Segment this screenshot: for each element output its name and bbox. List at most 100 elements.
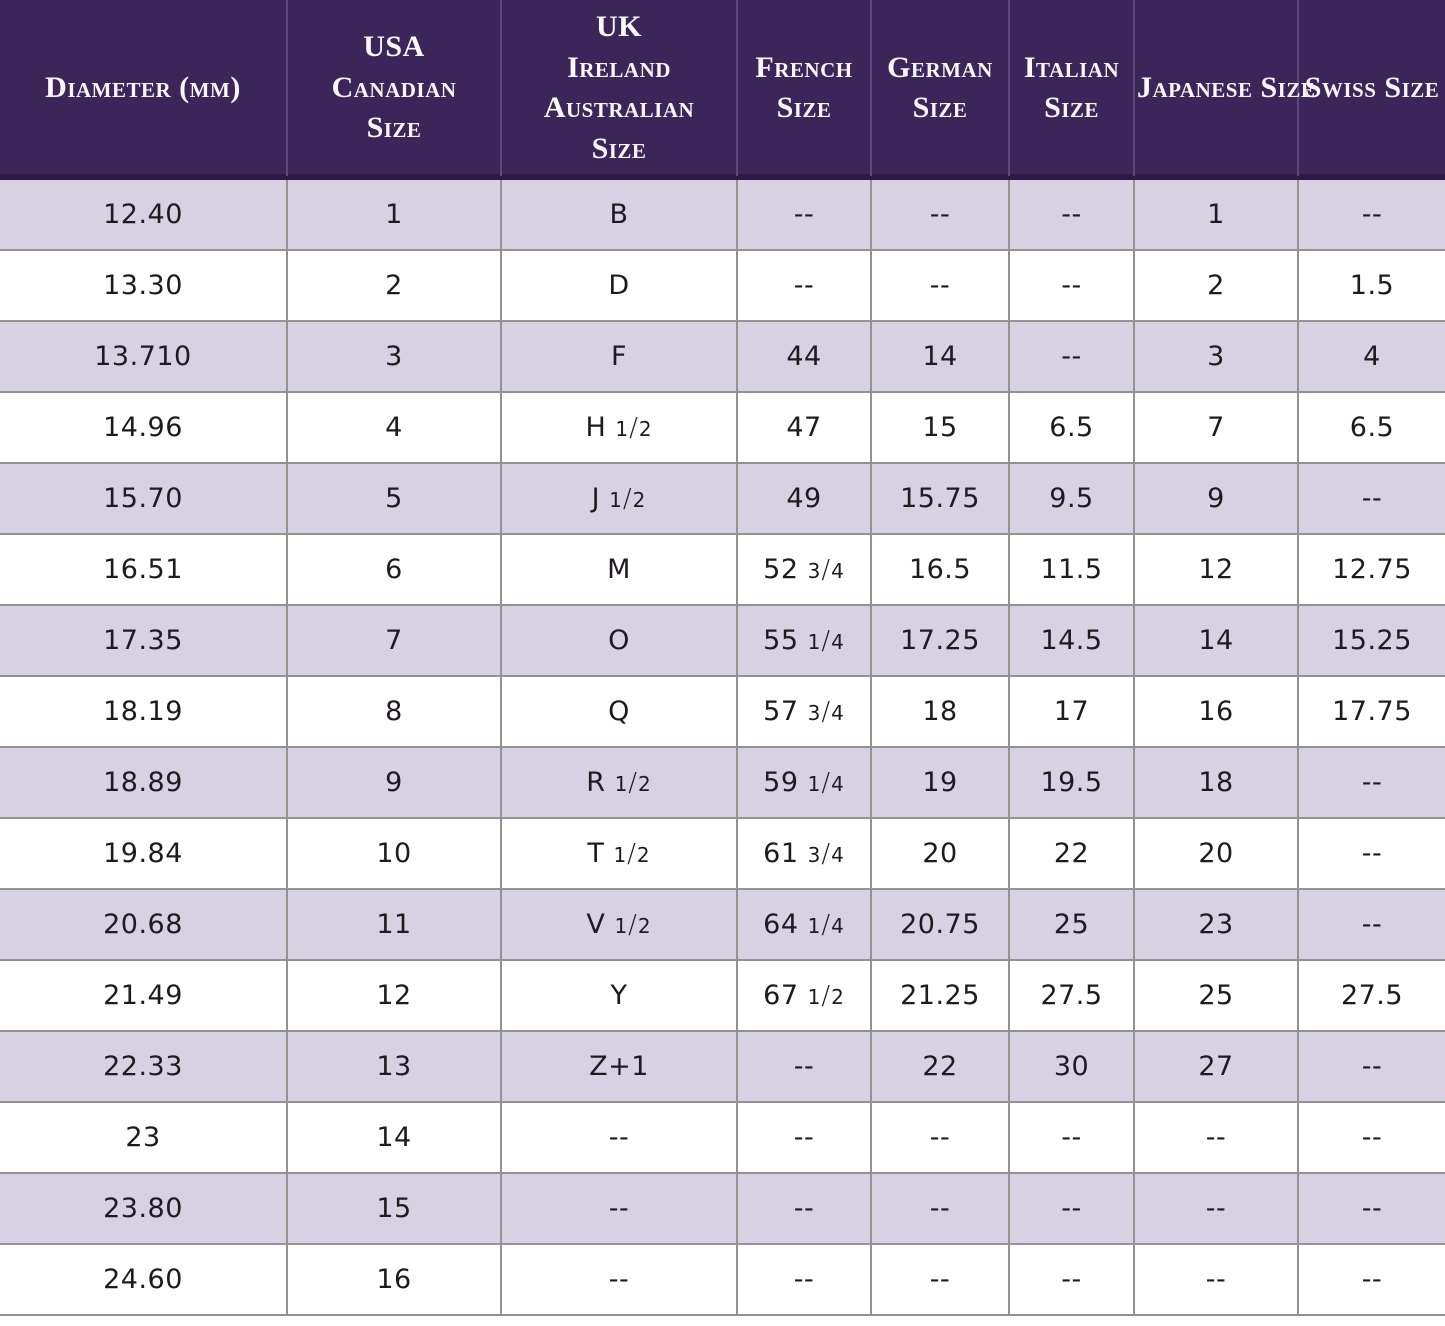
cell-french: 47	[736, 392, 871, 464]
cell-italian: --	[1008, 1173, 1134, 1245]
cell-usa: 14	[286, 1102, 501, 1174]
cell-diameter: 13.710	[0, 321, 287, 393]
fraction: 3/4	[807, 555, 845, 585]
cell-swiss: --	[1297, 1244, 1445, 1316]
cell-swiss: --	[1297, 889, 1445, 961]
cell-swiss: 27.5	[1297, 960, 1445, 1032]
cell-diameter: 22.33	[0, 1031, 287, 1103]
cell-diameter: 16.51	[0, 534, 287, 606]
cell-french: --	[736, 1244, 871, 1316]
fraction: 1/2	[807, 981, 845, 1011]
cell-french: 67 1/2	[736, 960, 871, 1032]
cell-diameter: 19.84	[0, 818, 287, 890]
cell-italian: 17	[1008, 676, 1134, 748]
cell-french: 57 3/4	[736, 676, 871, 748]
cell-uk: F	[500, 321, 737, 393]
cell-japanese: 14	[1133, 605, 1298, 677]
cell-italian: 14.5	[1008, 605, 1134, 677]
cell-diameter: 24.60	[0, 1244, 287, 1316]
cell-usa: 4	[286, 392, 501, 464]
cell-usa: 3	[286, 321, 501, 393]
cell-usa: 9	[286, 747, 501, 819]
cell-diameter: 12.40	[0, 178, 287, 251]
cell-japanese: 3	[1133, 321, 1298, 393]
cell-swiss: --	[1297, 463, 1445, 535]
column-header-german: German Size	[870, 0, 1009, 180]
cell-japanese: 27	[1133, 1031, 1298, 1103]
cell-japanese: 18	[1133, 747, 1298, 819]
cell-french: 64 1/4	[736, 889, 871, 961]
cell-italian: 25	[1008, 889, 1134, 961]
cell-italian: --	[1008, 250, 1134, 322]
cell-diameter: 14.96	[0, 392, 287, 464]
cell-italian: --	[1008, 178, 1134, 251]
cell-german: --	[870, 178, 1009, 251]
cell-german: 15.75	[870, 463, 1009, 535]
cell-uk: H 1/2	[500, 392, 737, 464]
cell-french: --	[736, 178, 871, 251]
cell-diameter: 13.30	[0, 250, 287, 322]
cell-italian: 19.5	[1008, 747, 1134, 819]
cell-french: 61 3/4	[736, 818, 871, 890]
cell-japanese: 2	[1133, 250, 1298, 322]
cell-italian: 6.5	[1008, 392, 1134, 464]
cell-uk: Y	[500, 960, 737, 1032]
cell-usa: 2	[286, 250, 501, 322]
cell-uk: D	[500, 250, 737, 322]
table-row: 24.60 16 -- -- -- -- -- --	[0, 1244, 1445, 1316]
table-row: 13.30 2 D -- -- -- 2 1.5	[0, 250, 1445, 322]
cell-swiss: --	[1297, 747, 1445, 819]
table-row: 21.49 12 Y 67 1/2 21.25 27.5 25 27.5	[0, 960, 1445, 1032]
cell-german: 20	[870, 818, 1009, 890]
table-body: 12.40 1 B -- -- -- 1 -- 13.30 2 D -- -- -- 2 1.5 13.710 3…	[0, 178, 1445, 1316]
cell-german: 20.75	[870, 889, 1009, 961]
cell-italian: 9.5	[1008, 463, 1134, 535]
column-header-french: French Size	[736, 0, 871, 180]
fraction: 1/4	[807, 626, 845, 656]
header-row: Diameter (mm) USA Canadian Size UK Ireland…	[0, 0, 1445, 180]
cell-swiss: --	[1297, 178, 1445, 251]
cell-german: --	[870, 1173, 1009, 1245]
cell-uk: B	[500, 178, 737, 251]
table-row: 16.51 6 M 52 3/4 16.5 11.5 12 12.75	[0, 534, 1445, 606]
cell-uk: V 1/2	[500, 889, 737, 961]
cell-diameter: 23.80	[0, 1173, 287, 1245]
cell-japanese: 12	[1133, 534, 1298, 606]
cell-diameter: 18.89	[0, 747, 287, 819]
cell-uk: --	[500, 1102, 737, 1174]
cell-usa: 6	[286, 534, 501, 606]
column-header-japanese: Japanese Size	[1133, 0, 1315, 180]
cell-swiss: 12.75	[1297, 534, 1445, 606]
cell-french: 44	[736, 321, 871, 393]
cell-uk: Z+1	[500, 1031, 737, 1103]
cell-italian: --	[1008, 1102, 1134, 1174]
cell-italian: 27.5	[1008, 960, 1134, 1032]
fraction: 1/2	[613, 839, 651, 869]
cell-german: 22	[870, 1031, 1009, 1103]
table-header: Diameter (mm) USA Canadian Size UK Ireland…	[0, 0, 1445, 180]
table-row: 22.33 13 Z+1 -- 22 30 27 --	[0, 1031, 1445, 1103]
cell-uk: R 1/2	[500, 747, 737, 819]
fraction: 1/2	[614, 910, 652, 940]
cell-german: 15	[870, 392, 1009, 464]
cell-french: 55 1/4	[736, 605, 871, 677]
cell-japanese: --	[1133, 1173, 1298, 1245]
cell-diameter: 20.68	[0, 889, 287, 961]
cell-usa: 13	[286, 1031, 501, 1103]
fraction: 1/4	[807, 768, 845, 798]
cell-french: --	[736, 250, 871, 322]
cell-german: --	[870, 250, 1009, 322]
cell-german: 19	[870, 747, 1009, 819]
column-header-swiss: Swiss Size	[1297, 0, 1445, 180]
cell-swiss: --	[1297, 818, 1445, 890]
cell-italian: 30	[1008, 1031, 1134, 1103]
cell-diameter: 18.19	[0, 676, 287, 748]
cell-usa: 1	[286, 178, 501, 251]
cell-usa: 5	[286, 463, 501, 535]
cell-swiss: 1.5	[1297, 250, 1445, 322]
cell-swiss: --	[1297, 1102, 1445, 1174]
cell-italian: --	[1008, 1244, 1134, 1316]
cell-swiss: --	[1297, 1173, 1445, 1245]
cell-usa: 11	[286, 889, 501, 961]
